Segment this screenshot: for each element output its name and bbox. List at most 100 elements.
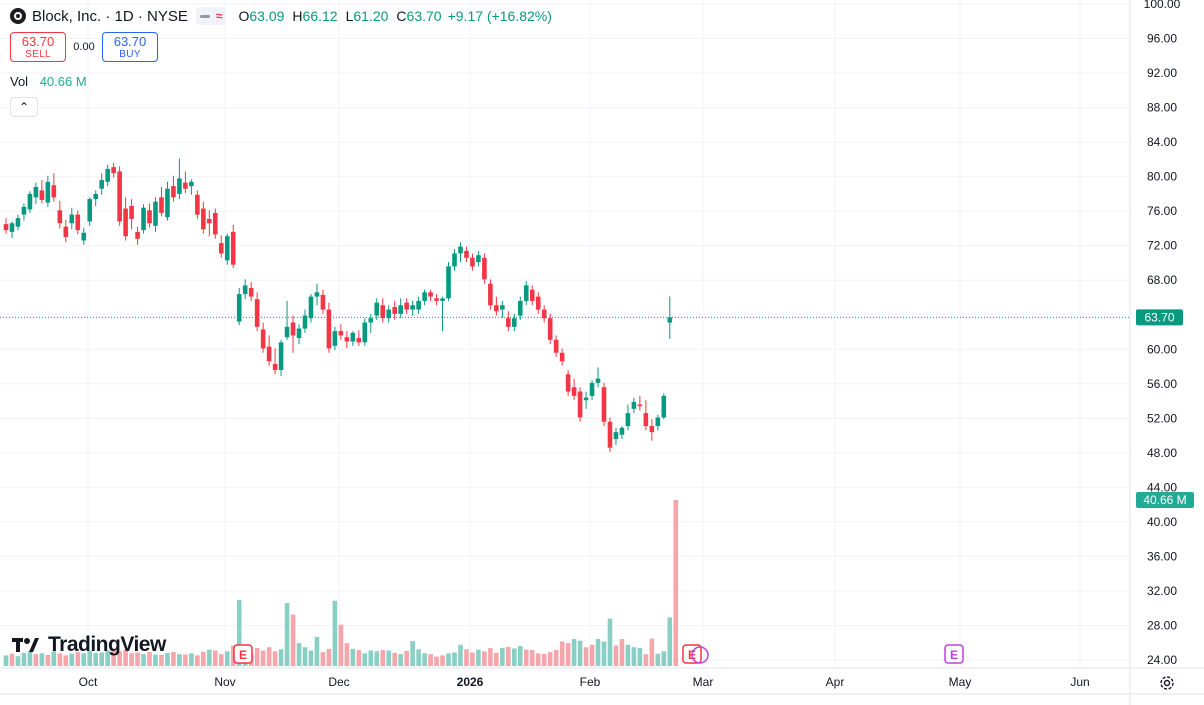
volume-bar bbox=[643, 654, 649, 666]
candle-body bbox=[207, 218, 212, 224]
price-tick-label: 96.00 bbox=[1147, 32, 1177, 46]
candle-body bbox=[362, 322, 368, 343]
candle-body bbox=[135, 231, 140, 239]
flag-gray-icon bbox=[199, 14, 210, 18]
settings-gear-icon[interactable] bbox=[1158, 674, 1176, 692]
volume-bar bbox=[637, 648, 643, 666]
volume-bar bbox=[57, 653, 63, 666]
buy-button[interactable]: 63.70 BUY bbox=[102, 32, 158, 62]
candle-body bbox=[45, 181, 51, 203]
earnings-marker-nov[interactable]: E bbox=[233, 644, 253, 664]
volume-bar bbox=[446, 653, 451, 666]
price-tick-label: 92.00 bbox=[1147, 66, 1177, 80]
candle-body bbox=[81, 232, 87, 241]
candle-body bbox=[464, 250, 469, 258]
volume-bar bbox=[195, 655, 200, 666]
volume-bar bbox=[529, 650, 535, 666]
volume-bar bbox=[207, 649, 212, 666]
candle-body bbox=[213, 212, 218, 235]
candle-body bbox=[631, 401, 637, 409]
candle-body bbox=[380, 305, 386, 319]
candle-body bbox=[21, 206, 27, 215]
price-tick-label: 60.00 bbox=[1147, 342, 1177, 356]
volume-bar bbox=[213, 650, 218, 666]
volume-bar bbox=[416, 649, 421, 666]
collapse-legend-button[interactable]: ⌃ bbox=[10, 97, 38, 117]
candle-body bbox=[147, 210, 152, 224]
buy-label: BUY bbox=[119, 49, 141, 60]
volume-bar bbox=[183, 654, 188, 666]
earnings-marker-may[interactable]: E bbox=[944, 644, 964, 664]
price-tick-label: 88.00 bbox=[1147, 101, 1177, 115]
time-tick-label: Mar bbox=[693, 675, 714, 689]
volume-bar bbox=[452, 652, 457, 666]
volume-bar bbox=[141, 654, 146, 666]
volume-bar bbox=[535, 653, 541, 666]
price-tick-label: 100.00 bbox=[1144, 0, 1181, 11]
volume-bar bbox=[159, 654, 164, 666]
candle-body bbox=[290, 322, 296, 336]
chevron-up-icon: ⌃ bbox=[18, 100, 30, 114]
volume-bar bbox=[135, 652, 140, 666]
volume-bar bbox=[368, 650, 374, 666]
candle-body bbox=[500, 305, 505, 310]
candle-body bbox=[368, 318, 374, 323]
candle-body bbox=[254, 299, 260, 327]
volume-bar bbox=[458, 644, 463, 666]
candle-body bbox=[607, 421, 613, 448]
symbol-title[interactable]: Block, Inc. · 1D · NYSE bbox=[32, 7, 188, 25]
volume-bar bbox=[661, 651, 667, 666]
volume-bar bbox=[625, 644, 631, 666]
indicator-flags[interactable]: ≈ bbox=[195, 7, 227, 25]
candle-body bbox=[123, 208, 128, 237]
candle-body bbox=[356, 338, 362, 343]
last-volume-badge bbox=[1136, 492, 1194, 508]
volume-legend[interactable]: Vol 40.66 M bbox=[10, 74, 87, 89]
volume-bar bbox=[69, 653, 75, 666]
volume-bar bbox=[177, 654, 182, 666]
tradingview-watermark[interactable]: TradingView bbox=[12, 633, 166, 657]
volume-bar bbox=[547, 652, 553, 666]
earnings-letter: E bbox=[239, 648, 247, 662]
watermark-text: TradingView bbox=[48, 633, 166, 656]
sell-button[interactable]: 63.70 SELL bbox=[10, 32, 66, 62]
candle-body bbox=[517, 300, 523, 316]
volume-bar bbox=[314, 637, 320, 666]
candle-body bbox=[613, 432, 619, 440]
candle-body bbox=[386, 309, 392, 319]
low-value: 61.20 bbox=[353, 8, 389, 24]
volume-bar bbox=[565, 643, 571, 666]
low-label: L bbox=[345, 8, 354, 24]
candle-body bbox=[565, 374, 571, 392]
volume-bar bbox=[655, 653, 661, 666]
price-tick-label: 76.00 bbox=[1147, 204, 1177, 218]
volume-bar bbox=[320, 652, 326, 666]
candle-body bbox=[559, 352, 565, 362]
volume-bar bbox=[87, 650, 93, 666]
volume-bar bbox=[45, 654, 51, 666]
time-tick-label: Oct bbox=[79, 675, 98, 689]
candle-body bbox=[470, 257, 475, 267]
volume-bar bbox=[15, 656, 21, 666]
candle-body bbox=[452, 253, 457, 267]
buy-price: 63.70 bbox=[113, 34, 147, 49]
candle-body bbox=[165, 188, 170, 218]
volume-bar bbox=[673, 500, 679, 666]
close-value: 63.70 bbox=[406, 8, 442, 24]
spread-value: 0.00 bbox=[73, 41, 95, 53]
candle-body bbox=[159, 197, 164, 213]
sell-label: SELL bbox=[25, 49, 51, 60]
price-tick-label: 24.00 bbox=[1147, 653, 1177, 667]
candle-body bbox=[655, 417, 661, 427]
volume-bar bbox=[386, 650, 392, 666]
candle-body bbox=[523, 285, 529, 301]
candle-body bbox=[428, 292, 433, 297]
candle-body bbox=[619, 427, 625, 435]
candle-body bbox=[9, 223, 15, 232]
volume-label: Vol bbox=[10, 74, 29, 89]
candle-body bbox=[529, 289, 535, 301]
price-tick-label: 32.00 bbox=[1147, 584, 1177, 598]
volume-bar bbox=[577, 640, 583, 666]
volume-bar bbox=[27, 651, 33, 666]
